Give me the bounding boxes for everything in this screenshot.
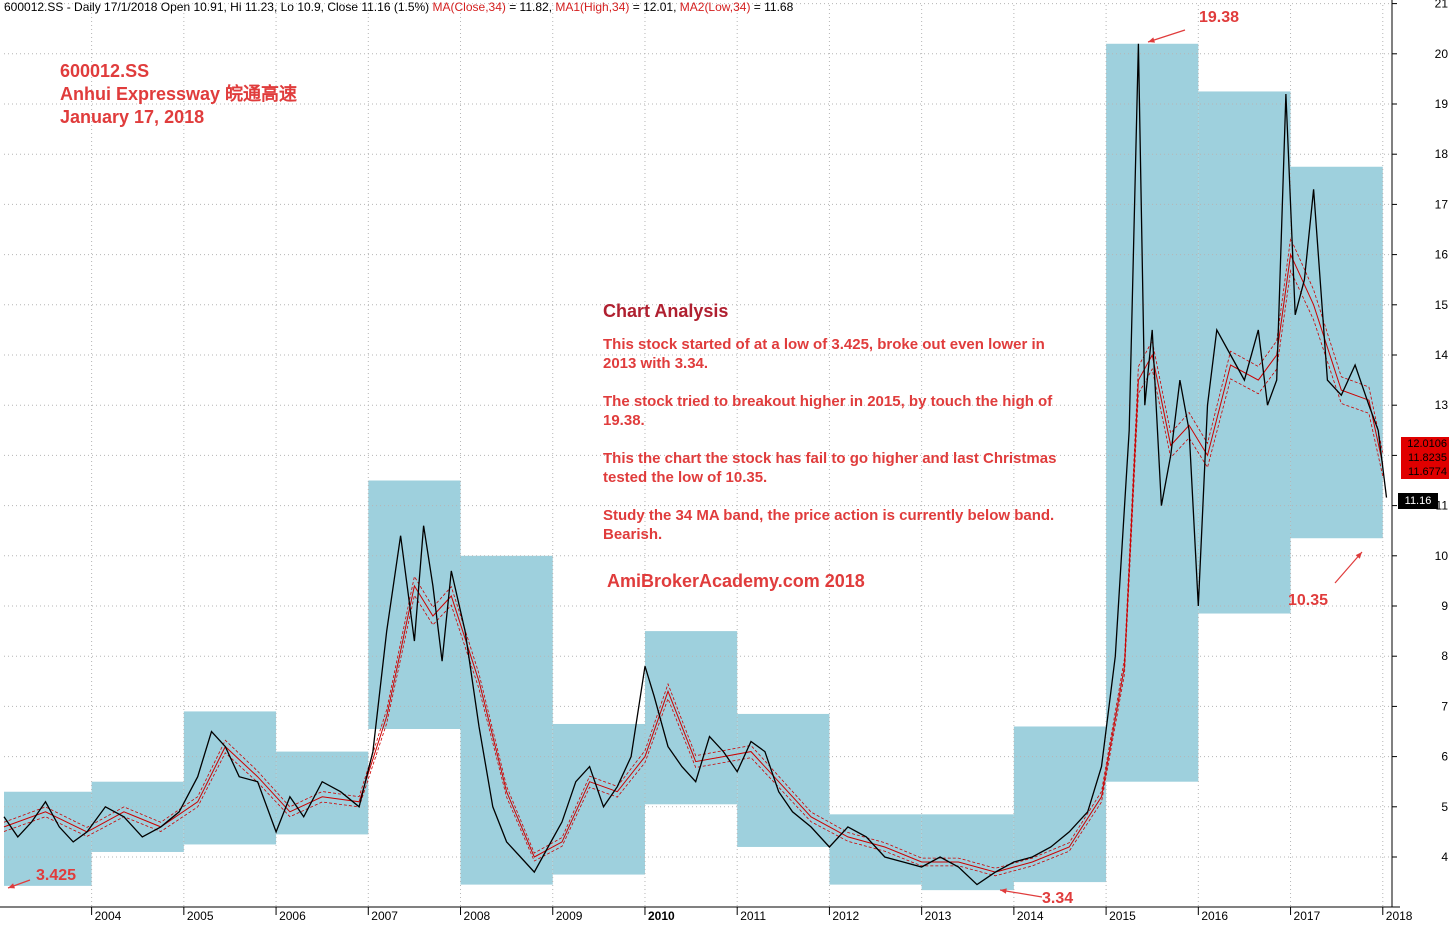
x-tick-label: 2006	[279, 909, 306, 923]
chart-gridlines	[4, 3, 1392, 907]
yearly-range-boxes	[4, 43, 1383, 891]
y-tick-label: 10	[1435, 549, 1449, 563]
x-tick-label: 2009	[556, 909, 583, 923]
y-tick-label: 4	[1441, 850, 1448, 864]
date-title: January 17, 2018	[60, 107, 205, 127]
analysis-paragraph-3: This the chart the stock has fail to go …	[603, 450, 1057, 486]
year-box-2013	[921, 814, 1014, 891]
ma-label: MA(Close,34)	[432, 0, 506, 14]
arrow-start-low-head	[8, 883, 15, 889]
x-tick-label: 2014	[1017, 909, 1044, 923]
year-box-2011	[737, 713, 830, 847]
y-tick-label: 13	[1435, 398, 1449, 412]
analysis-paragraph-4: Study the 34 MA band, the price action i…	[603, 507, 1055, 543]
x-tick-label: 2008	[464, 909, 491, 923]
arrow-high-2015	[1147, 29, 1186, 43]
company-title: Anhui Expressway 皖通高速	[60, 84, 298, 104]
symbol-info: 600012.SS - Daily 17/1/2018 Open 10.91, …	[4, 0, 430, 14]
ma-band-series-center	[3, 252, 1384, 873]
year-box-2007	[368, 480, 461, 729]
chart-title-block: 600012.SS Anhui Expressway 皖通高速 January …	[60, 60, 297, 129]
annotation-low-recent: 10.35	[1288, 592, 1329, 609]
analysis-paragraph-1: This stock started of at a low of 3.425,…	[603, 336, 1045, 372]
x-tick-label: 2007	[371, 909, 398, 923]
ticker-title: 600012.SS	[60, 61, 150, 81]
year-box-2006	[276, 751, 369, 835]
x-tick-label: 2013	[925, 909, 952, 923]
y-tick-label: 15	[1435, 298, 1449, 312]
x-tick-label: 2018	[1386, 909, 1413, 923]
ma-value: = 11.82,	[505, 0, 556, 14]
x-tick-label: 2015	[1109, 909, 1136, 923]
y-tick-label: 21	[1435, 0, 1449, 11]
ma-band-series-upper	[3, 237, 1384, 869]
ma-value-tags: 12.0106 11.8235 11.6774	[1401, 437, 1449, 479]
ma2-label: MA2(Low,34)	[679, 0, 751, 14]
y-tick-label: 9	[1441, 599, 1448, 613]
year-box-2012	[829, 814, 922, 885]
y-tick-label: 11	[1436, 499, 1449, 513]
ma1-label: MA1(High,34)	[555, 0, 630, 14]
y-tick-label: 5	[1441, 800, 1448, 814]
arrow-low-recent	[1334, 551, 1363, 584]
x-tick-label: 2005	[187, 909, 214, 923]
x-tick-label: 2017	[1294, 909, 1321, 923]
year-box-2009	[552, 723, 645, 875]
arrow-low-2013	[999, 889, 1043, 898]
analysis-heading: Chart Analysis	[603, 301, 729, 321]
year-box-2015	[1106, 43, 1199, 782]
ma2-tag: 11.6774	[1408, 466, 1447, 478]
arrow-low-recent-head	[1355, 552, 1362, 559]
site-credit: AmiBrokerAcademy.com 2018	[607, 571, 865, 591]
price-line	[3, 43, 1388, 886]
x-axis: 2004 2005 2006 2007 2008 2009 2010 2011 2012 2013…	[0, 906, 1413, 923]
ma1-tag: 12.0106	[1407, 438, 1447, 450]
y-tick-label: 19	[1435, 97, 1449, 111]
y-axis: 456789101112131415161718192021	[1391, 0, 1449, 907]
annotation-arrows	[7, 29, 1363, 898]
ma-tag: 11.8235	[1408, 452, 1447, 464]
y-tick-label: 8	[1441, 649, 1448, 663]
ma2-value: = 11.68	[750, 0, 794, 14]
arrow-low-2013-head	[1000, 888, 1007, 894]
analysis-paragraph-2: The stock tried to breakout higher in 20…	[603, 393, 1053, 429]
arrow-high-2015-head	[1148, 37, 1155, 43]
x-tick-label: 2012	[832, 909, 859, 923]
y-tick-label: 16	[1435, 248, 1449, 262]
ma-band-lines	[3, 237, 1384, 877]
annotation-low-2013: 3.34	[1042, 890, 1074, 907]
analysis-notes: Chart Analysis This stock started of at …	[603, 302, 1073, 563]
y-tick-label: 6	[1441, 750, 1448, 764]
y-tick-label: 18	[1435, 147, 1449, 161]
x-tick-label: 2011	[740, 909, 766, 923]
price-series-line	[3, 43, 1388, 886]
x-tick-label: 2004	[95, 909, 122, 923]
year-box-2008	[460, 555, 553, 885]
close-price-tag: 11.16	[1398, 493, 1438, 509]
year-box-2005	[183, 711, 277, 845]
year-box-2017	[1290, 166, 1383, 539]
annotation-start-low: 3.425	[36, 867, 77, 884]
chart-header: 600012.SS - Daily 17/1/2018 Open 10.91, …	[4, 0, 793, 14]
y-tick-label: 20	[1435, 47, 1449, 61]
ma1-value: = 12.01,	[629, 0, 680, 14]
y-tick-label: 14	[1435, 348, 1449, 362]
y-tick-label: 7	[1441, 699, 1448, 713]
y-tick-label: 17	[1435, 197, 1449, 211]
annotation-high-2015: 19.38	[1199, 9, 1240, 26]
year-box-2014	[1013, 726, 1107, 883]
x-tick-label: 2010	[648, 909, 675, 923]
x-tick-label: 2016	[1201, 909, 1228, 923]
